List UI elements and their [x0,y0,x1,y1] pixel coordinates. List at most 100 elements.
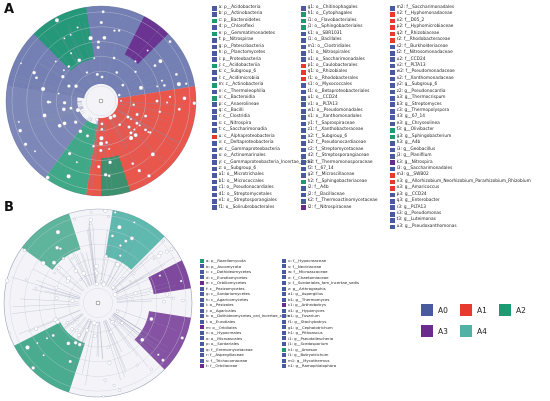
taxon-node [100,122,104,126]
taxon-node [117,93,121,97]
taxon-node [55,229,61,235]
legend-text: f1: g__Stachybotrys [288,319,327,325]
legend-text: m1: g__Mycothermus [288,357,330,363]
legend-text: u: c__Alphaproteobacteria [218,133,275,139]
branch [85,321,96,385]
legend-item: p: c__Anaerolineae [212,102,312,108]
legend-item: r: c__Clostridia [212,114,312,120]
taxon-node [36,341,39,345]
taxon-node [51,260,57,265]
branch [111,315,163,365]
branch [62,319,89,362]
legend-text: z: o__Subgroup_6 [218,165,257,171]
taxon-node [135,363,139,367]
legend-text: q2: f__Rhizobiaceae [396,30,440,36]
legend-item: k1: o__SBR1031 [301,31,378,37]
taxon-node [101,282,107,287]
legend-item: d3: g__67_14 [390,114,531,120]
taxon-node [85,71,89,74]
taxon-node [81,271,86,276]
legend-item: l2: f__Nitrospiraceae [301,205,378,211]
branch [82,119,98,185]
legend-item: w: c__Gammaproteobacteria [212,147,312,153]
taxon-node [57,92,60,95]
branch [58,226,90,287]
taxon-node [67,84,71,88]
taxon-node [171,296,175,300]
legend-text: b2: f__Pseudonocardiaceae [307,140,367,146]
legend-item: e: c__Orbiliomycetes [200,280,290,286]
legend-item: w1: o__Pseudomonadales [301,108,378,114]
legend-item: r2: f__Rhodobacteraceae [390,37,531,43]
key-label: A2 [516,305,526,315]
legend-text: c1: o__Pseudonocardiales [218,185,274,191]
legend-text: h: c__Agaricomycetes [206,296,249,302]
branch [110,262,134,290]
branch [93,119,100,169]
taxon-node [168,40,172,44]
legend-swatch [301,115,306,120]
legend-swatch [212,153,217,159]
legend-text: k: o__Dothideomycetes_ord_Incertae_sedis [206,313,290,319]
legend-swatch [390,153,395,159]
legend-swatch [212,102,217,108]
legend-item: d: c__Eurotiomycetes [200,275,290,281]
taxon-node [133,133,138,138]
taxon-node [118,254,122,257]
taxon-node [4,278,10,283]
legend-item: o: c__Bacteroidia [212,95,312,101]
taxon-node [102,395,106,398]
legend-item: t3: g__Luteimonas [390,217,531,223]
legend-text: n: o__Hypocreales [206,330,242,336]
taxon-node [70,298,75,303]
legend-swatch [301,31,306,37]
taxon-node [158,110,162,114]
legend-swatch [301,5,306,11]
legend-text: e1: o__Streptosporangiales [218,198,277,204]
branch [11,276,81,298]
taxon-node [65,279,70,284]
taxon-node [94,271,99,276]
legend-item: j1: g__Scedosporium [282,341,359,347]
legend-item: t: c__Saccharimonadia [212,127,312,133]
legend-text: f1: o__Solirubrobacterales [218,204,275,210]
legend-swatch [200,325,204,330]
legend-text: g1: g__Cephalotrichum [288,324,333,330]
legend-text: u1: o__CCD24 [307,95,338,101]
legend-swatch [212,18,217,24]
legend-swatch [301,89,306,95]
legend-item: r: f__Aspergillaceae [200,352,290,358]
branch [106,319,123,353]
taxon-node [120,321,124,325]
legend-item: m2: f__Saccharimonadales [390,5,531,11]
branch [18,309,81,335]
taxon-node [88,217,93,222]
legend-swatch [301,179,306,185]
branch [105,229,132,286]
taxon-node [62,101,67,105]
legend-text: r2: f__Rhodobacteraceae [396,37,451,43]
legend-text: q: f__Eremomycetaceae [206,346,253,352]
legend-text: c1: g__Arthrobotrys [288,302,326,308]
legend-b-col-1: a: p__Rozellomycota b: p__Ascomycota c: c_… [200,258,290,369]
branch [104,320,126,373]
legend-swatch [282,297,286,302]
legend-text: c: p__Bacteroidetes [218,17,261,23]
branch [117,109,181,144]
taxon-node [130,298,134,302]
legend-swatch [390,76,395,82]
legend-text: f2: f__67_14 [307,165,334,171]
legend-swatch [390,160,395,166]
branch [114,264,166,294]
taxon-node [106,345,110,349]
taxon-node [78,129,83,134]
legend-item: c1: o__Pseudonocardiales [212,185,312,191]
taxon-node [25,345,30,350]
legend-swatch [212,141,217,146]
taxon-node [99,136,104,141]
clade-sector [14,322,85,393]
legend-item: n3: g__Allorhizobium_Neorhizobium_Pararh… [390,179,531,185]
legend-text: v: f__Nectriaceae [288,263,322,269]
legend-swatch [282,347,286,352]
branch [70,117,93,162]
